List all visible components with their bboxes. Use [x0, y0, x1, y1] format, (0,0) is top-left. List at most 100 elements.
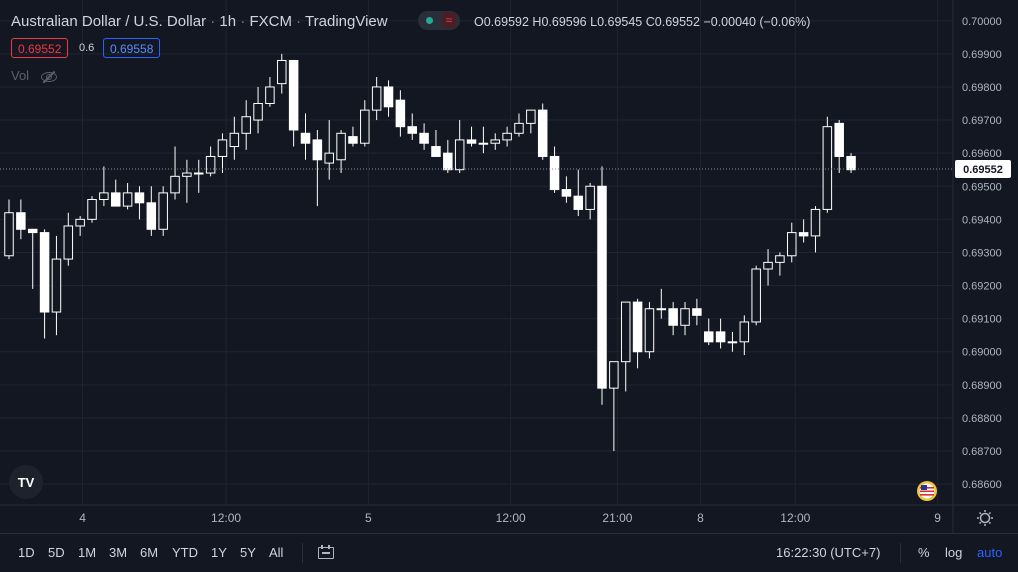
range-button-6m[interactable]: 6M: [140, 545, 159, 560]
price-tick-label: 0.69800: [962, 82, 1002, 94]
svg-text:TV: TV: [18, 475, 35, 490]
us-flag-icon[interactable]: [917, 481, 937, 501]
candle-body-down: [692, 308, 702, 316]
candle-body-up: [99, 192, 109, 200]
range-button-1m[interactable]: 1M: [78, 545, 97, 560]
candle-body-down: [668, 308, 678, 326]
tradingview-logo-icon[interactable]: TV: [9, 465, 43, 499]
candle-body-up: [51, 258, 62, 313]
price-axis[interactable]: 0.70000 0.69900 0.69800 0.69700 0.69600 0.695…: [962, 16, 1002, 491]
candle-body-down: [288, 59, 299, 131]
volume-legend[interactable]: Vol: [11, 68, 57, 83]
candle-body-up: [265, 86, 275, 105]
price-tick-label: 0.68600: [962, 479, 1002, 491]
candle: [787, 222, 797, 263]
symbol-legend[interactable]: Australian Dollar / U.S. Dollar · 1h · F…: [11, 13, 388, 30]
time-tick-label: 12:00: [211, 511, 241, 525]
price-tick-label: 0.69600: [962, 148, 1002, 160]
range-button-ytd[interactable]: YTD: [172, 545, 198, 560]
price-tick-label: 0.70000: [962, 16, 1002, 28]
range-button-5y[interactable]: 5Y: [240, 545, 256, 560]
low-value: 0.69545: [597, 15, 643, 29]
price-tick-label: 0.69200: [962, 281, 1002, 293]
time-axis[interactable]: 4 12:00 5 12:00 21:00 8 12:00 9: [79, 511, 941, 525]
candle-body-up: [253, 103, 263, 121]
candle: [798, 219, 809, 243]
candle-body-down: [134, 192, 145, 204]
time-tick-label: 12:00: [496, 511, 526, 525]
candlestick-chart[interactable]: 0.700000.699000.698000.697000.696000.695…: [0, 0, 1018, 533]
sell-price-button[interactable]: 0.69552: [11, 38, 69, 58]
sell-price-value: 0.69552: [18, 42, 62, 56]
clock-label[interactable]: 16:22:30 (UTC+7): [776, 545, 881, 560]
candle-body-down: [39, 232, 50, 313]
candle-body-down: [549, 155, 560, 191]
candle: [597, 166, 607, 405]
candle-body-down: [834, 122, 844, 157]
candle: [751, 265, 761, 326]
candle-body-up: [182, 172, 192, 177]
time-tick-label: 12:00: [780, 511, 810, 525]
range-button-5d[interactable]: 5D: [48, 545, 65, 560]
candle-body-up: [775, 255, 785, 263]
low-label: L: [590, 15, 598, 29]
eye-hidden-icon[interactable]: [40, 70, 57, 83]
candle-body-up: [787, 232, 797, 257]
candle-body-up: [822, 126, 833, 210]
candle: [668, 302, 678, 336]
candle: [763, 249, 773, 286]
candle-body-up: [170, 175, 180, 194]
candle: [454, 120, 465, 174]
candle: [739, 315, 750, 356]
candle: [371, 77, 382, 121]
range-button-3m[interactable]: 3M: [109, 545, 128, 560]
candle-body-up: [514, 122, 524, 134]
candle-body-up: [75, 218, 85, 227]
candle: [99, 166, 109, 207]
percent-scale-button[interactable]: %: [918, 545, 930, 560]
range-button-1y[interactable]: 1Y: [211, 545, 227, 560]
candle: [87, 196, 97, 223]
ohlc-legend: O0.69592 H0.69596 L0.69545 C0.69552 −0.0…: [474, 15, 810, 29]
change-value: −0.00040 (−0.06%): [703, 15, 811, 29]
bottom-toolbar: 1D 5D 1M 3M 6M YTD 1Y 5Y All 16:22:30 (UTC+7) % …: [0, 533, 1018, 572]
symbol-name[interactable]: Australian Dollar / U.S. Dollar: [11, 13, 207, 30]
interval-label[interactable]: 1h: [219, 13, 237, 30]
candle-body-down: [419, 132, 429, 144]
close-value: 0.69552: [654, 15, 700, 29]
candle-body-up: [277, 59, 287, 85]
candle-body-up: [205, 155, 216, 174]
toolbar-divider: [900, 543, 901, 563]
candle: [4, 199, 14, 260]
auto-scale-button[interactable]: auto: [977, 545, 1003, 560]
candle-body-up: [360, 109, 370, 144]
candle-body-down: [597, 185, 607, 389]
candle-body-down: [312, 139, 323, 161]
market-status-toggle[interactable]: ≈: [418, 11, 460, 30]
price-tick-label: 0.69300: [962, 247, 1002, 259]
buy-price-button[interactable]: 0.69558: [103, 38, 161, 58]
candle: [514, 113, 524, 137]
candle: [360, 100, 370, 147]
candle-body-up: [763, 261, 773, 270]
log-scale-button[interactable]: log: [945, 545, 963, 560]
candle-body-up: [158, 192, 168, 230]
candle-body-up: [122, 192, 133, 207]
candle: [810, 206, 821, 253]
candle: [348, 126, 358, 147]
candle: [217, 133, 228, 174]
candle: [822, 116, 833, 213]
price-tick-label: 0.69500: [962, 181, 1002, 193]
date-range-icon[interactable]: [318, 545, 334, 559]
candle: [336, 129, 346, 174]
candle: [241, 100, 251, 150]
volume-label: Vol: [11, 68, 30, 83]
candle-body-up: [644, 308, 655, 353]
candle-body-up: [229, 132, 240, 148]
range-button-1d[interactable]: 1D: [18, 545, 35, 560]
candle-body-down: [407, 126, 417, 134]
candle: [609, 361, 619, 452]
settings-gear-icon[interactable]: [977, 510, 993, 526]
range-button-all[interactable]: All: [269, 545, 284, 560]
candle-body-down: [110, 192, 121, 207]
